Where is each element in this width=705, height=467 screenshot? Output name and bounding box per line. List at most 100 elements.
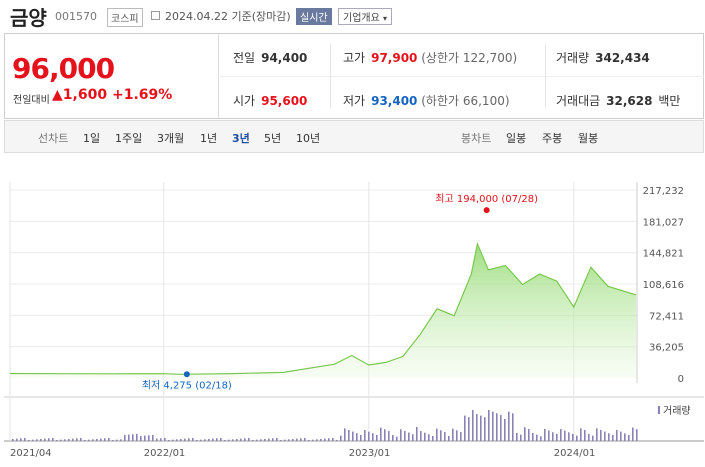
volume-bar — [500, 414, 502, 441]
open-value: 95,600 — [261, 94, 308, 108]
volume-bar — [616, 430, 618, 441]
volume-bar — [480, 415, 482, 441]
volume-bar — [220, 437, 222, 441]
volume-bar — [112, 440, 114, 441]
lower-limit: (하한가 66,100) — [421, 94, 510, 108]
y-tick-label: 144,821 — [643, 249, 684, 260]
volume-bar — [184, 438, 186, 441]
volume-bar — [176, 439, 178, 441]
volume-bar — [268, 438, 270, 441]
volume-bar — [312, 439, 314, 441]
volume-bar — [364, 430, 366, 441]
chart-period-tabs: 선차트 1일 1주일 3개월 1년 3년 5년 10년 봉차트 일봉 주봉 월봉 — [4, 120, 704, 153]
volume-bar — [568, 432, 570, 441]
volume-bar — [628, 434, 630, 441]
volume-bar — [508, 411, 510, 441]
volume-bar — [108, 437, 110, 441]
price-change: ▲1,600 — [52, 87, 107, 103]
volume-bar — [400, 429, 402, 441]
y-axis-labels: 217,232 181,027 144,821 108,616 72,411 36,205… — [643, 186, 684, 385]
volume-bar — [552, 432, 554, 441]
tab-1y[interactable]: 1년 — [200, 132, 218, 145]
tab-daily[interactable]: 일봉 — [506, 132, 527, 145]
volume-bar — [492, 411, 494, 441]
volume-bar — [292, 438, 294, 441]
volume-bar — [300, 438, 302, 441]
volume-bar — [232, 439, 234, 441]
stock-name: 금양 — [10, 6, 47, 30]
volume-bar — [120, 439, 122, 441]
volume-bar — [588, 434, 590, 441]
volume-bar — [356, 433, 358, 441]
volume-bar — [352, 431, 354, 441]
low-label: 저가 — [343, 94, 366, 108]
tab-3y[interactable]: 3년 — [232, 132, 250, 145]
prev-close-value: 94,400 — [261, 51, 308, 65]
y-tick-label: 0 — [678, 374, 684, 385]
volume-bar — [160, 438, 162, 441]
amount-label: 거래대금 — [556, 94, 601, 108]
volume-bar — [436, 428, 438, 441]
volume-bar — [440, 430, 442, 441]
volume-bar — [156, 438, 158, 441]
volume-bar — [496, 413, 498, 441]
volume-bar — [600, 429, 602, 441]
low-value: 93,400 — [371, 94, 418, 108]
volume-bar — [172, 439, 174, 441]
volume-bar — [48, 438, 50, 441]
volume-bar — [32, 439, 34, 441]
volume-bar — [140, 436, 142, 441]
volume-bar — [584, 429, 586, 441]
volume-bar — [72, 438, 74, 441]
volume-bar — [544, 428, 546, 441]
extreme-markers: 최고 194,000 (07/28) 최저 4,275 (02/18) — [142, 193, 538, 391]
prev-close-cell: 전일 94,400 — [233, 49, 307, 66]
tab-1d[interactable]: 1일 — [83, 132, 101, 145]
up-arrow-icon: ▲ — [52, 87, 63, 103]
volume-bar — [44, 438, 46, 441]
volume-bar — [92, 439, 94, 441]
tab-10y[interactable]: 10년 — [296, 132, 321, 145]
volume-bar — [464, 415, 466, 441]
volume-bar — [388, 430, 390, 441]
volume-bar — [396, 436, 398, 441]
company-info-dropdown[interactable]: 기업개요 ▾ — [338, 8, 393, 25]
volume-bar — [432, 435, 434, 441]
volume-bar — [420, 431, 422, 441]
volume-bar — [236, 438, 238, 441]
tab-5y[interactable]: 5년 — [264, 132, 282, 145]
high-cell: 고가 97,900 (상한가 122,700) — [343, 49, 517, 66]
tab-1w[interactable]: 1주일 — [115, 132, 143, 145]
volume-bar — [424, 432, 426, 441]
upper-limit: (상한가 122,700) — [421, 51, 518, 65]
volume-bar — [76, 438, 78, 441]
volume-bar — [372, 433, 374, 441]
volume-bar — [296, 438, 298, 441]
volume-bar — [316, 439, 318, 441]
volume-bar — [40, 438, 42, 441]
realtime-button[interactable]: 실시간 — [296, 8, 332, 25]
volume-bar — [96, 438, 98, 441]
high-value: 97,900 — [371, 51, 418, 65]
amount-value: 32,628 — [606, 94, 653, 108]
price-summary: 96,000 전일대비 ▲1,600 +1.69% 전일 94,400 고가 97,… — [4, 33, 704, 119]
tab-weekly[interactable]: 주봉 — [542, 132, 563, 145]
volume-bar — [264, 438, 266, 441]
volume-bar — [216, 438, 218, 441]
volume-bar — [384, 429, 386, 441]
volume-bar — [320, 438, 322, 441]
amount-cell: 거래대금 32,628 백만 — [556, 92, 680, 109]
volume-label: 거래량 — [556, 51, 590, 65]
tab-monthly[interactable]: 월봉 — [578, 132, 599, 145]
volume-bar — [280, 440, 282, 441]
current-price-panel: 96,000 전일대비 ▲1,600 +1.69% — [5, 34, 219, 118]
volume-legend-swatch — [658, 406, 660, 414]
volume-bar — [444, 431, 446, 441]
volume-bar — [304, 437, 306, 441]
tab-3m[interactable]: 3개월 — [157, 132, 185, 145]
volume-bar — [448, 436, 450, 441]
volume-bar — [244, 438, 246, 441]
volume-bar — [204, 439, 206, 441]
volume-bar — [164, 437, 166, 441]
volume-bar — [224, 440, 226, 441]
